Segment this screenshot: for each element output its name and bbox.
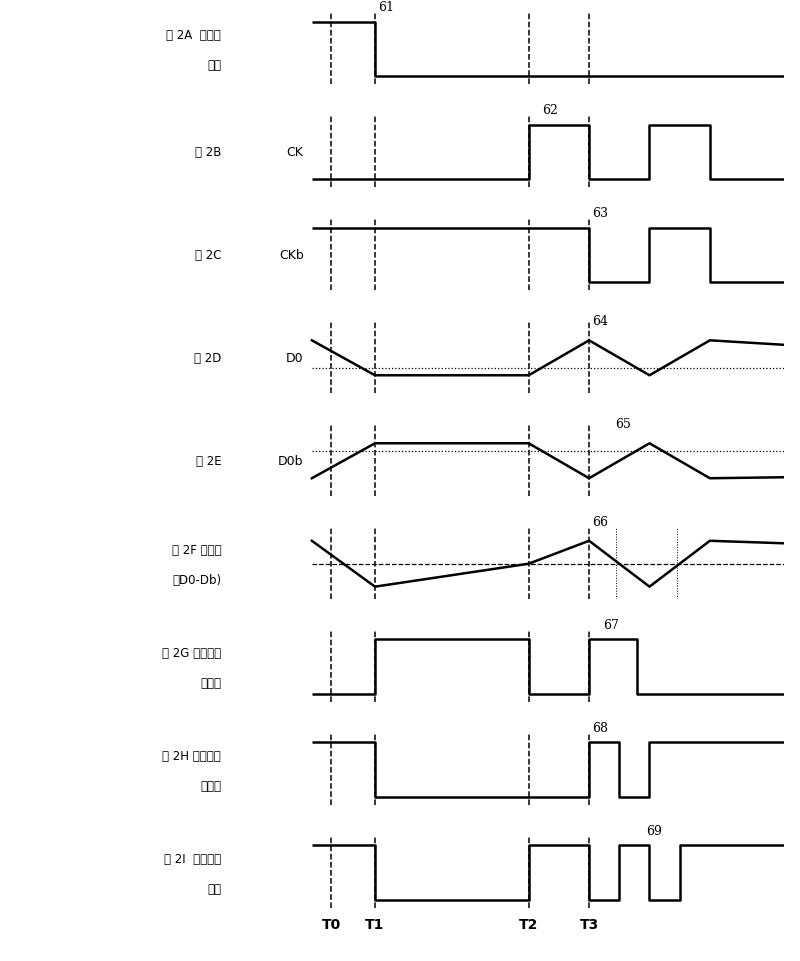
- Text: D0: D0: [286, 352, 304, 365]
- Text: 输出: 输出: [207, 882, 221, 895]
- Text: T0: T0: [322, 917, 341, 930]
- Text: 62: 62: [542, 105, 558, 117]
- Text: 63: 63: [592, 208, 608, 220]
- Text: 器输出: 器输出: [200, 677, 221, 689]
- Text: 图 2I  异或元件: 图 2I 异或元件: [164, 852, 221, 865]
- Text: 64: 64: [592, 315, 608, 328]
- Text: 开关: 开关: [207, 59, 221, 72]
- Text: 图 2H 第三反相: 图 2H 第三反相: [162, 750, 221, 762]
- Text: T1: T1: [366, 917, 385, 930]
- Text: 图 2C: 图 2C: [194, 249, 221, 262]
- Text: 68: 68: [592, 722, 608, 734]
- Text: 图 2A  初始化: 图 2A 初始化: [166, 29, 221, 42]
- Text: 61: 61: [378, 1, 394, 14]
- Text: 67: 67: [603, 619, 619, 631]
- Text: 69: 69: [646, 825, 662, 837]
- Text: D0b: D0b: [278, 455, 304, 468]
- Text: 图 2D: 图 2D: [194, 352, 221, 365]
- Text: CKb: CKb: [279, 249, 304, 262]
- Text: T3: T3: [579, 917, 598, 930]
- Text: 图 2E: 图 2E: [195, 455, 221, 468]
- Text: （D0-Db): （D0-Db): [172, 574, 221, 586]
- Text: T2: T2: [519, 917, 538, 930]
- Text: CK: CK: [286, 146, 304, 160]
- Text: 图 2F 差信号: 图 2F 差信号: [171, 544, 221, 556]
- Text: 图 2B: 图 2B: [195, 146, 221, 160]
- Text: 66: 66: [592, 516, 608, 529]
- Text: 器输出: 器输出: [200, 779, 221, 792]
- Text: 65: 65: [616, 418, 631, 431]
- Text: 图 2G 差分比较: 图 2G 差分比较: [162, 647, 221, 659]
